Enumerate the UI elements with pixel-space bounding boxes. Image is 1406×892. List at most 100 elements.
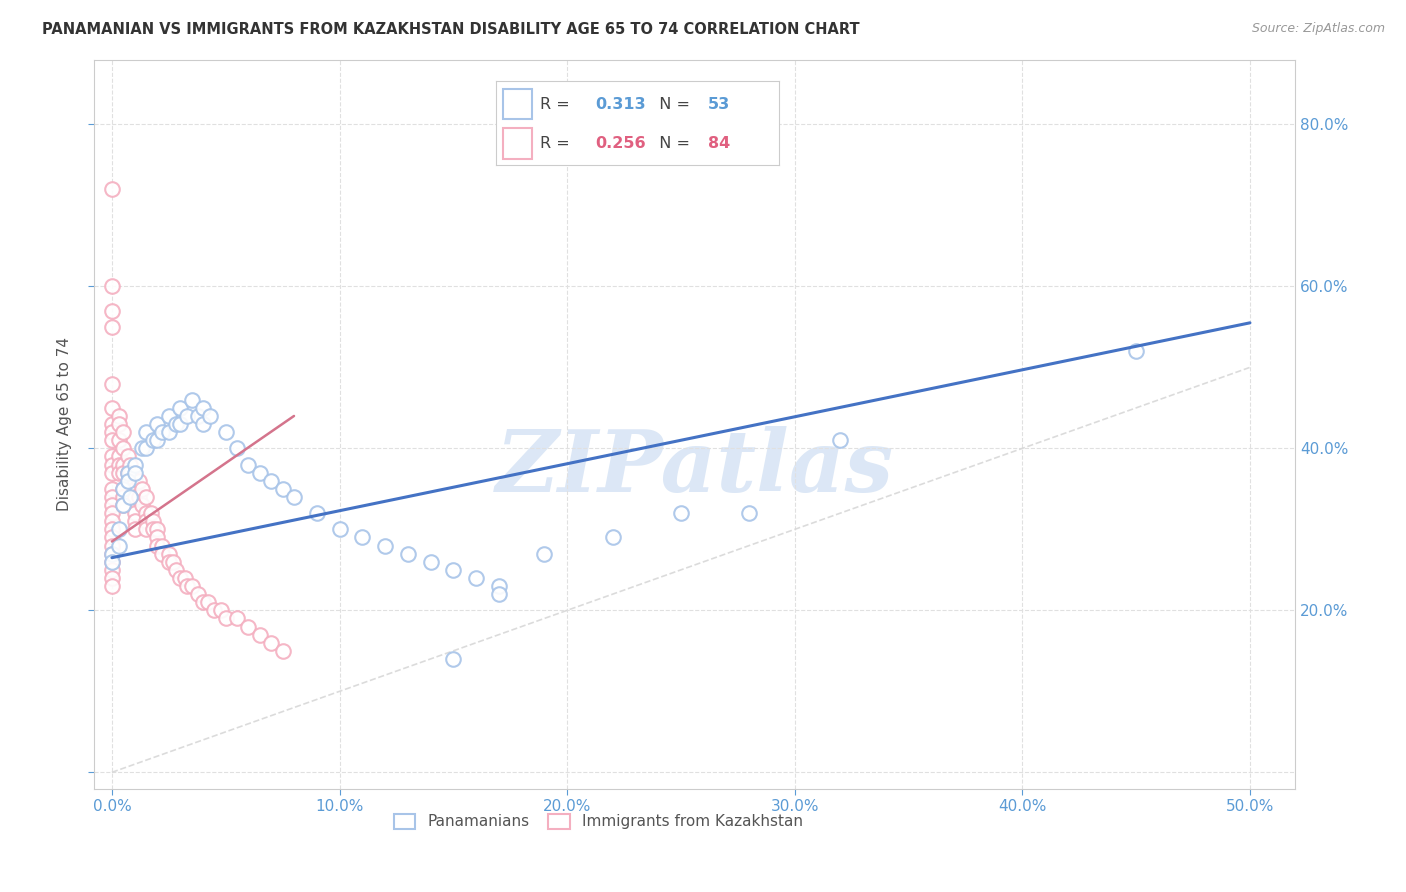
Point bbox=[249, 466, 271, 480]
Point bbox=[226, 442, 249, 456]
Point bbox=[124, 522, 146, 536]
Point bbox=[191, 417, 214, 431]
Point bbox=[135, 522, 157, 536]
Point bbox=[533, 547, 555, 561]
Point bbox=[238, 458, 260, 472]
Point bbox=[187, 409, 209, 423]
Point bbox=[283, 490, 305, 504]
Point bbox=[169, 571, 191, 585]
Point bbox=[124, 458, 146, 472]
Point bbox=[738, 506, 761, 520]
Point bbox=[101, 531, 124, 545]
Point bbox=[135, 425, 157, 439]
Point bbox=[112, 482, 135, 496]
Point bbox=[101, 482, 124, 496]
Point bbox=[157, 547, 180, 561]
Point bbox=[101, 376, 124, 391]
Point bbox=[107, 409, 129, 423]
Point bbox=[441, 563, 464, 577]
Point bbox=[101, 401, 124, 415]
Point bbox=[112, 466, 135, 480]
Point bbox=[441, 652, 464, 666]
Point bbox=[169, 417, 191, 431]
Point bbox=[131, 482, 153, 496]
Point bbox=[120, 490, 142, 504]
Point bbox=[101, 466, 124, 480]
Text: Source: ZipAtlas.com: Source: ZipAtlas.com bbox=[1251, 22, 1385, 36]
Point bbox=[101, 506, 124, 520]
Point bbox=[112, 498, 135, 512]
Point bbox=[101, 547, 124, 561]
Point bbox=[124, 514, 146, 528]
Point bbox=[112, 490, 135, 504]
Point bbox=[1125, 344, 1147, 359]
Text: PANAMANIAN VS IMMIGRANTS FROM KAZAKHSTAN DISABILITY AGE 65 TO 74 CORRELATION CHA: PANAMANIAN VS IMMIGRANTS FROM KAZAKHSTAN… bbox=[42, 22, 860, 37]
Point bbox=[101, 579, 124, 593]
Point bbox=[135, 514, 157, 528]
Point bbox=[120, 466, 142, 480]
Point bbox=[112, 458, 135, 472]
Point bbox=[117, 466, 139, 480]
Point bbox=[215, 425, 238, 439]
Point bbox=[150, 425, 173, 439]
Point bbox=[107, 466, 129, 480]
Point bbox=[112, 425, 135, 439]
Point bbox=[107, 417, 129, 431]
Legend: Panamanians, Immigrants from Kazakhstan: Panamanians, Immigrants from Kazakhstan bbox=[388, 808, 808, 836]
Point bbox=[165, 417, 187, 431]
Point bbox=[150, 547, 173, 561]
Point bbox=[101, 522, 124, 536]
Point bbox=[396, 547, 419, 561]
Point bbox=[249, 627, 271, 641]
Point bbox=[187, 587, 209, 601]
Point bbox=[146, 539, 169, 553]
Point bbox=[101, 563, 124, 577]
Point bbox=[131, 442, 153, 456]
Point bbox=[101, 425, 124, 439]
Point bbox=[157, 409, 180, 423]
Point bbox=[150, 539, 173, 553]
Point bbox=[139, 506, 162, 520]
Point bbox=[180, 579, 202, 593]
Point bbox=[135, 442, 157, 456]
Point bbox=[124, 506, 146, 520]
Point bbox=[107, 434, 129, 448]
Point bbox=[197, 595, 219, 609]
Point bbox=[142, 434, 165, 448]
Point bbox=[135, 490, 157, 504]
Point bbox=[260, 474, 283, 488]
Point bbox=[165, 563, 187, 577]
Point bbox=[107, 539, 129, 553]
Point bbox=[135, 506, 157, 520]
Point bbox=[602, 531, 624, 545]
Point bbox=[101, 319, 124, 334]
Point bbox=[101, 539, 124, 553]
Point bbox=[117, 474, 139, 488]
Point bbox=[271, 482, 294, 496]
Point bbox=[101, 458, 124, 472]
Point bbox=[830, 434, 852, 448]
Point bbox=[180, 392, 202, 407]
Point bbox=[215, 611, 238, 625]
Point bbox=[271, 644, 294, 658]
Point bbox=[352, 531, 374, 545]
Point bbox=[117, 450, 139, 464]
Point bbox=[112, 498, 135, 512]
Point bbox=[226, 611, 249, 625]
Point bbox=[238, 619, 260, 633]
Point bbox=[191, 401, 214, 415]
Point bbox=[101, 417, 124, 431]
Point bbox=[101, 498, 124, 512]
Point bbox=[374, 539, 396, 553]
Point bbox=[124, 482, 146, 496]
Point bbox=[669, 506, 692, 520]
Point bbox=[202, 603, 225, 617]
Point bbox=[157, 425, 180, 439]
Point bbox=[419, 555, 441, 569]
Point bbox=[191, 595, 214, 609]
Point bbox=[107, 522, 129, 536]
Point bbox=[101, 571, 124, 585]
Point bbox=[146, 531, 169, 545]
Point bbox=[305, 506, 328, 520]
Point bbox=[176, 579, 198, 593]
